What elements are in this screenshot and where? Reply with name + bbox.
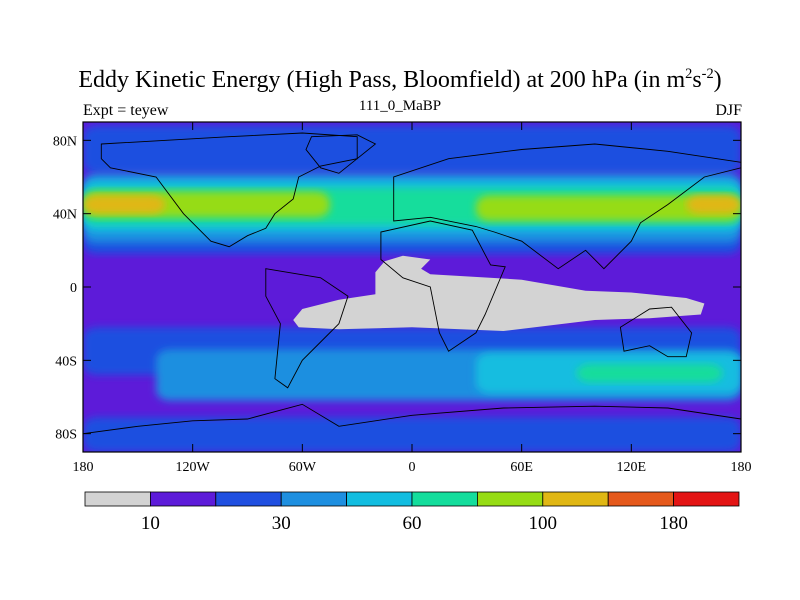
y-tick-label-2: 0 <box>70 281 77 296</box>
colorbar: 10 30 60 100 180 <box>84 491 740 534</box>
y-tick-label-4: 80S <box>55 428 77 443</box>
colorbar-swatch-1 <box>149 491 217 507</box>
missing-data-region <box>293 255 705 331</box>
axis-ticks: 180 120W 60W 0 60E 120E 180 80N 40N 0 40S 80S <box>53 122 752 475</box>
colorbar-swatch-6 <box>476 491 544 507</box>
colorbar-label-1: 30 <box>272 513 291 534</box>
coastline-layer <box>83 132 741 452</box>
chart-title: Eddy Kinetic Energy (High Pass, Bloomfie… <box>78 66 722 93</box>
x-tick-label-2: 60W <box>289 460 317 475</box>
contour-band-14 <box>83 195 166 214</box>
colorbar-label-4: 180 <box>659 513 688 534</box>
colorbar-swatch-8 <box>607 491 675 507</box>
y-tick-label-0: 80N <box>53 134 77 149</box>
contour-band-11 <box>576 364 723 383</box>
coastline-australia <box>619 306 693 358</box>
chart-subtitle: 111_0_MaBP <box>358 98 442 114</box>
season-label: DJF <box>715 102 742 119</box>
coastline-africa <box>380 220 506 352</box>
missing-data-layer <box>293 255 705 331</box>
contour-band-13 <box>475 195 741 221</box>
colorbar-label-2: 60 <box>403 513 422 534</box>
contour-band-3 <box>83 417 741 452</box>
x-tick-label-6: 180 <box>731 460 752 475</box>
colorbar-label-3: 100 <box>529 513 558 534</box>
coastline-eurasia <box>393 143 741 270</box>
contour-fill-layer <box>83 122 741 452</box>
colorbar-swatch-9 <box>673 491 740 507</box>
colorbar-swatch-3 <box>280 491 348 507</box>
x-tick-label-5: 120E <box>617 460 647 475</box>
x-tick-label-4: 60E <box>510 460 533 475</box>
contour-band-2 <box>83 125 741 174</box>
colorbar-label-0: 10 <box>141 513 160 534</box>
coastline-antarctica <box>83 403 741 452</box>
colorbar-swatch-4 <box>346 491 413 507</box>
x-tick-label-3: 0 <box>409 460 416 475</box>
contour-band-15 <box>686 195 741 214</box>
y-tick-label-1: 40N <box>53 208 77 223</box>
x-tick-label-0: 180 <box>73 460 94 475</box>
coastline-greenland <box>305 134 377 174</box>
colorbar-swatch-0 <box>84 491 151 507</box>
experiment-label: Expt = teyew <box>83 102 169 119</box>
colorbar-swatch-5 <box>411 491 478 507</box>
coastline-south-america <box>265 268 349 389</box>
y-tick-label-3: 40S <box>55 354 77 369</box>
coastline-north-america <box>100 132 358 248</box>
colorbar-swatch-7 <box>542 491 609 507</box>
colorbar-swatch-2 <box>215 491 282 507</box>
x-tick-label-1: 120W <box>176 460 211 475</box>
